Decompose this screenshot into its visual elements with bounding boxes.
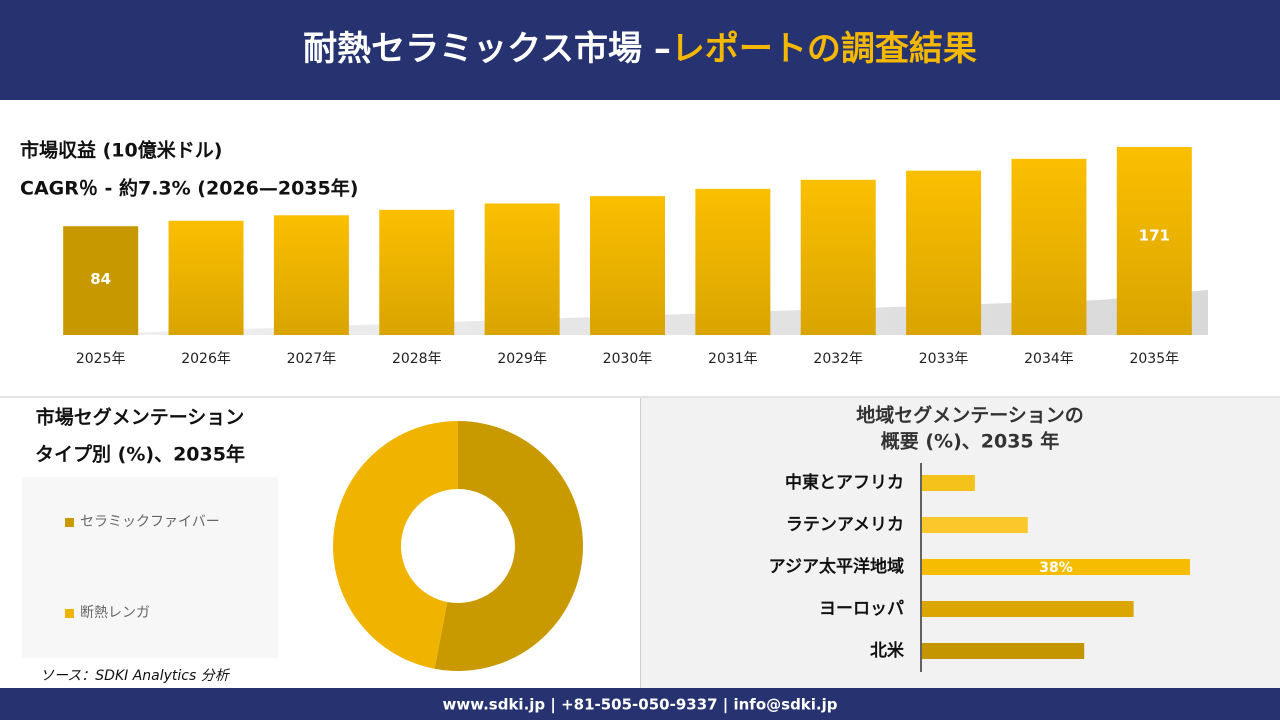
x-tick-label: 2033年 <box>919 351 969 367</box>
y-tick-label: アジア太平洋地域 <box>769 556 904 577</box>
legend-swatch <box>65 609 74 618</box>
donut-segment <box>333 421 458 669</box>
header-bar <box>0 0 1280 100</box>
title-main: 耐熱セラミックス市場 – <box>303 29 671 69</box>
bar <box>800 179 876 335</box>
x-tick-label: 2030年 <box>603 351 653 367</box>
bar <box>379 209 455 335</box>
data-label: 84 <box>90 270 111 288</box>
data-label: 38% <box>1039 560 1073 576</box>
legend-label: 断熱レンガ <box>80 605 150 621</box>
y-tick-label: ラテンアメリカ <box>786 515 904 535</box>
bar <box>273 215 349 335</box>
chart-title: 市場収益 (10億米ドル) <box>20 139 222 162</box>
bar <box>922 475 975 491</box>
bar <box>922 559 1190 575</box>
legend-label: セラミックファイバー <box>80 514 220 530</box>
x-tick-label: 2025年 <box>76 351 126 367</box>
bar <box>168 220 244 335</box>
y-tick-label: 中東とアフリカ <box>785 472 904 493</box>
legend-box <box>22 477 278 658</box>
bar <box>1116 147 1192 335</box>
source: ソース：SDKI Analytics 分析 <box>40 668 231 684</box>
x-tick-label: 2026年 <box>181 351 231 367</box>
y-tick-label: ヨーロッパ <box>819 599 904 619</box>
bar <box>906 170 982 335</box>
x-tick-label: 2035年 <box>1129 351 1179 367</box>
x-tick-label: 2031年 <box>708 351 758 367</box>
footer: www.sdki.jp | +81-505-050-9337 | info@sd… <box>442 696 837 715</box>
x-tick-label: 2032年 <box>813 351 863 367</box>
bar <box>922 643 1085 659</box>
bar <box>63 226 139 335</box>
hbar-subtitle: 概要 (%)、2035 年 <box>881 430 1060 453</box>
x-tick-label: 2029年 <box>497 351 547 367</box>
x-tick-label: 2027年 <box>287 351 337 367</box>
bar <box>922 601 1134 617</box>
data-label: 171 <box>1139 227 1170 245</box>
bar <box>695 188 771 335</box>
donut-subtitle: タイプ別 (%)、2035年 <box>35 443 245 466</box>
legend-swatch <box>65 518 74 527</box>
x-tick-label: 2034年 <box>1024 351 1074 367</box>
chart-subtitle: CAGR％ - 約7.3% (2026—2035年) <box>20 177 358 200</box>
donut-segment <box>434 421 584 671</box>
bar <box>484 203 560 335</box>
x-tick-label: 2028年 <box>392 351 442 367</box>
y-tick-label: 北米 <box>870 640 905 661</box>
right-panel <box>641 398 1280 688</box>
hbar-title: 地域セグメンテーションの <box>856 404 1084 427</box>
bar <box>590 196 665 335</box>
footer-bar <box>0 688 1280 720</box>
donut-title: 市場セグメンテーション <box>36 406 245 429</box>
header-title: 耐熱セラミックス市場 –レポートの調査結果 <box>303 29 977 69</box>
title-highlight: レポートの調査結果 <box>671 29 977 69</box>
bar <box>922 517 1028 533</box>
bar <box>1011 158 1087 335</box>
